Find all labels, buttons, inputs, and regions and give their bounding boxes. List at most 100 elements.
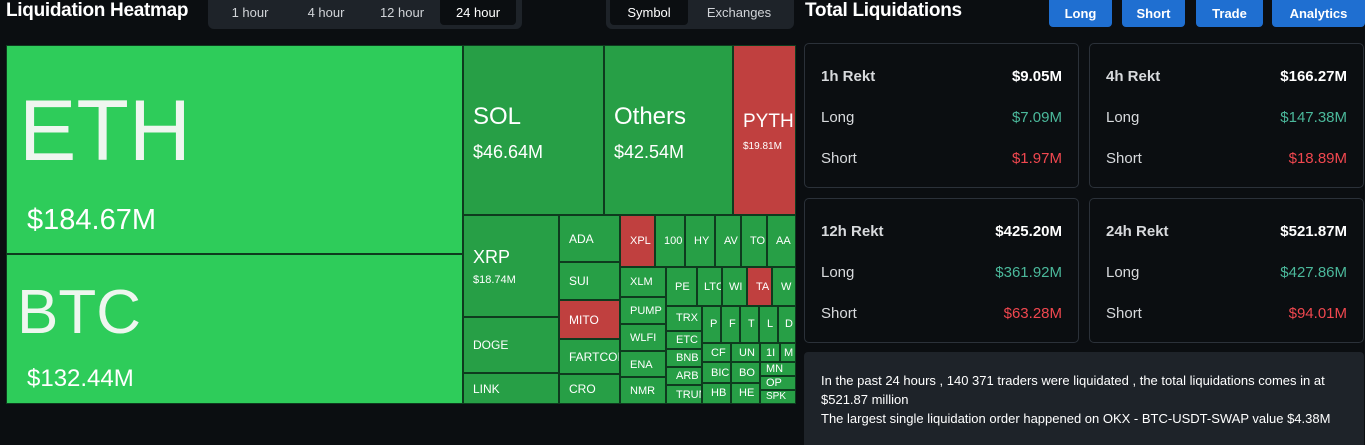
heatmap-cell-l[interactable]: L xyxy=(759,306,778,343)
cell-symbol: 100 xyxy=(664,235,683,247)
cell-symbol: MITO xyxy=(569,313,599,327)
heatmap-cell-aa[interactable]: AA xyxy=(767,215,796,267)
long-label: Long xyxy=(1106,264,1140,281)
heatmap-cell-btc[interactable]: BTC $132.44M xyxy=(6,254,463,404)
heatmap-cell-cf[interactable]: CF xyxy=(702,343,731,362)
cell-symbol: XPL xyxy=(630,235,651,247)
card-title: 12h Rekt xyxy=(821,223,884,240)
long-label: Long xyxy=(821,109,855,126)
cell-value: $18.74M xyxy=(473,274,516,286)
cell-symbol: LTC xyxy=(704,281,722,293)
view-exchanges-button[interactable]: Exchanges xyxy=(706,5,772,20)
cell-symbol: BTC xyxy=(17,278,141,347)
heatmap-cell-trun[interactable]: TRUN xyxy=(666,385,702,404)
heatmap-cell-bic[interactable]: BIC xyxy=(702,362,731,383)
largest-order-text: The largest single liquidation order hap… xyxy=(821,411,1331,426)
heatmap-cell-nmr[interactable]: NMR xyxy=(620,377,666,404)
trade-button[interactable]: Trade xyxy=(1196,0,1263,27)
cell-symbol: MN xyxy=(766,363,784,375)
heatmap-cell-doge[interactable]: DOGE xyxy=(463,317,559,373)
cell-symbol: D xyxy=(785,318,793,330)
timeframe-tabs: 1 hour 4 hour 12 hour 24 hour xyxy=(208,0,522,29)
heatmap-cell-mito[interactable]: MITO xyxy=(559,300,620,339)
tab-1-hour[interactable]: 1 hour xyxy=(231,5,269,20)
cell-symbol: DOGE xyxy=(473,338,509,352)
heatmap-cell-p[interactable]: P xyxy=(702,306,721,343)
heatmap-cell-xrp[interactable]: XRP $18.74M xyxy=(463,215,559,317)
heatmap-cell-pump[interactable]: PUMP xyxy=(620,297,666,324)
short-label: Short xyxy=(1106,150,1142,167)
heatmap-title: Liquidation Heatmap xyxy=(6,0,189,21)
heatmap-cell-xpl[interactable]: XPL xyxy=(620,215,655,267)
view-symbol-button[interactable]: Symbol xyxy=(610,0,688,25)
long-label: Long xyxy=(1106,109,1140,126)
short-label: Short xyxy=(821,305,857,322)
heatmap-cell-t[interactable]: T xyxy=(740,306,759,343)
heatmap-cell-hy[interactable]: HY xyxy=(685,215,715,267)
heatmap-cell-pyth[interactable]: PYTH $19.81M xyxy=(733,45,796,215)
heatmap-cell-bnb[interactable]: BNB xyxy=(666,349,702,367)
analytics-button[interactable]: Analytics xyxy=(1272,0,1365,27)
cell-symbol: ETC xyxy=(676,334,698,346)
short-button[interactable]: Short xyxy=(1122,0,1185,27)
heatmap-cell-un[interactable]: UN xyxy=(731,343,760,362)
cell-symbol: AV xyxy=(724,235,738,247)
heatmap-cell-wlfi[interactable]: WLFI xyxy=(620,324,666,351)
total-liquidations-title: Total Liquidations xyxy=(805,0,962,21)
cell-value: $132.44M xyxy=(27,365,134,392)
heatmap-cell-op[interactable]: OP xyxy=(760,376,796,390)
heatmap-cell-m[interactable]: M xyxy=(780,343,796,362)
heatmap-cell-ta[interactable]: TA xyxy=(747,267,772,306)
heatmap-cell-d[interactable]: D xyxy=(778,306,796,343)
heatmap-cell-sol[interactable]: SOL $46.64M xyxy=(463,45,604,215)
heatmap-cell-1i[interactable]: 1I xyxy=(760,343,780,362)
long-value: $427.86M xyxy=(1280,264,1347,281)
heatmap-cell-etc[interactable]: ETC xyxy=(666,331,702,349)
card-title: 1h Rekt xyxy=(821,68,876,85)
heatmap-cell-spk[interactable]: SPK xyxy=(760,390,796,404)
heatmap-cell-xlm[interactable]: XLM xyxy=(620,267,666,297)
heatmap-cell-pe[interactable]: PE xyxy=(666,267,697,306)
heatmap-cell-ada[interactable]: ADA xyxy=(559,215,620,262)
heatmap-cell-eth[interactable]: ETH $184.67M xyxy=(6,45,463,254)
heatmap-cell-to[interactable]: TO xyxy=(741,215,767,267)
heatmap-cell-mn[interactable]: MN xyxy=(760,362,796,376)
heatmap-cell-cro[interactable]: CRO xyxy=(559,374,620,404)
cell-symbol: AA xyxy=(776,235,791,247)
long-value: $147.38M xyxy=(1280,109,1347,126)
heatmap-cell-wi[interactable]: WI xyxy=(722,267,747,306)
cell-symbol: XRP xyxy=(473,247,511,267)
cell-symbol: SUI xyxy=(569,274,590,288)
heatmap-cell-bo[interactable]: BO xyxy=(731,362,760,383)
long-button[interactable]: Long xyxy=(1049,0,1112,27)
heatmap-cell-trx[interactable]: TRX xyxy=(666,306,702,331)
card-title: 4h Rekt xyxy=(1106,68,1161,85)
cell-symbol: ETH xyxy=(19,83,191,179)
heatmap-cell-1000[interactable]: 100 xyxy=(655,215,685,267)
cell-symbol: T xyxy=(748,318,755,330)
heatmap-cell-others[interactable]: Others $42.54M xyxy=(604,45,733,215)
cell-symbol: HB xyxy=(711,387,727,399)
cell-symbol: M xyxy=(784,347,794,359)
heatmap-cell-link[interactable]: LINK xyxy=(463,373,559,404)
cell-symbol: ADA xyxy=(569,232,594,246)
heatmap-cell-av[interactable]: AV xyxy=(715,215,741,267)
heatmap-cell-ltc[interactable]: LTC xyxy=(697,267,722,306)
short-value: $18.89M xyxy=(1288,150,1347,167)
cell-value: $19.81M xyxy=(743,141,782,152)
heatmap-cell-sui[interactable]: SUI xyxy=(559,262,620,300)
cell-symbol: WLFI xyxy=(630,332,657,344)
heatmap-cell-he[interactable]: HE xyxy=(731,383,760,404)
cell-symbol: HE xyxy=(739,387,755,399)
long-value: $361.92M xyxy=(995,264,1062,281)
heatmap-cell-arb[interactable]: ARB xyxy=(666,367,702,385)
heatmap-cell-fartcoin[interactable]: FARTCOI xyxy=(559,339,620,374)
tab-12-hour[interactable]: 12 hour xyxy=(379,5,425,20)
heatmap-cell-f[interactable]: F xyxy=(721,306,740,343)
tab-4-hour[interactable]: 4 hour xyxy=(307,5,345,20)
view-toggle: Symbol Exchanges xyxy=(606,0,794,29)
heatmap-cell-ena[interactable]: ENA xyxy=(620,351,666,377)
heatmap-cell-w[interactable]: W xyxy=(772,267,796,306)
heatmap-cell-hb[interactable]: HB xyxy=(702,383,731,404)
tab-24-hour[interactable]: 24 hour xyxy=(440,0,516,25)
